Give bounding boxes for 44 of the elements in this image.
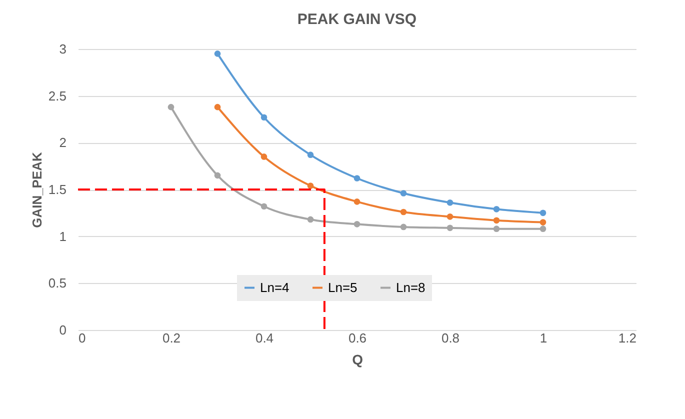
y-tick-label: 0.5 <box>48 276 66 291</box>
point <box>446 214 454 220</box>
legend-label: Ln=4 <box>260 280 290 295</box>
point <box>446 199 454 206</box>
x-tick-label: 1 <box>540 330 548 346</box>
point <box>400 190 407 196</box>
y-tick-label: 1.5 <box>48 182 66 197</box>
legend-label: Ln=5 <box>328 280 358 295</box>
point <box>214 172 221 179</box>
point <box>354 221 360 228</box>
x-tick-label: 0.2 <box>162 330 181 346</box>
point <box>307 182 314 189</box>
point <box>540 210 546 216</box>
point <box>400 208 407 216</box>
x-tick-label: 0.6 <box>348 330 367 346</box>
point <box>260 154 268 160</box>
point <box>540 226 546 232</box>
point <box>214 104 221 110</box>
point <box>307 152 314 158</box>
point <box>493 206 500 212</box>
chart-title: PEAK GAIN VSQ <box>297 11 417 28</box>
point <box>307 216 314 223</box>
point <box>354 198 360 205</box>
x-tick-label: 0.8 <box>441 330 460 346</box>
point <box>493 226 500 232</box>
x-tick-label: 1.2 <box>618 330 636 346</box>
x-tick-label: 0.4 <box>255 330 274 346</box>
y-tick-label: 1 <box>59 228 66 244</box>
point <box>446 224 454 232</box>
x-tick-label: 0 <box>78 330 86 346</box>
point <box>214 50 221 57</box>
x-axis-title: Q <box>352 352 364 368</box>
y-axis-title: GAIN_PEAK <box>29 151 44 228</box>
point <box>260 203 268 210</box>
point <box>400 224 407 230</box>
point <box>168 104 174 110</box>
y-tick-label: 2.5 <box>48 88 66 104</box>
point <box>354 175 360 182</box>
point <box>540 219 546 226</box>
legend-label: Ln=8 <box>396 280 426 295</box>
y-tick-label: 2 <box>59 135 66 150</box>
point <box>260 114 268 121</box>
point <box>493 217 500 224</box>
y-tick-label: 3 <box>59 42 66 56</box>
